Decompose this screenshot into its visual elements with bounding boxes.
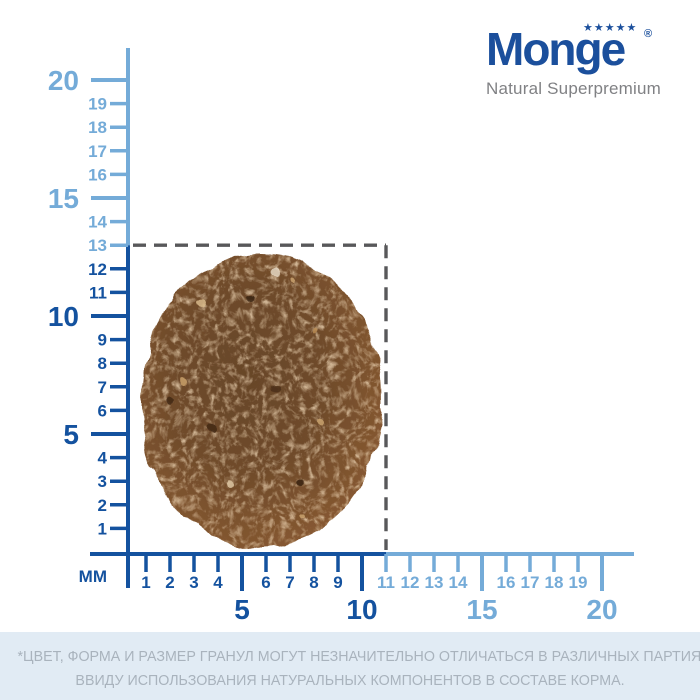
y-tick-label: 12 <box>88 260 107 279</box>
y-tick-label: 18 <box>88 118 107 137</box>
x-tick-label: 6 <box>261 573 270 592</box>
logo-tagline: Natural Superpremium <box>486 79 662 98</box>
y-tick-label: 17 <box>88 142 107 161</box>
x-tick-label: 12 <box>401 573 420 592</box>
logo-stars-icon: ★★★★★ <box>583 22 638 34</box>
x-tick-label: 17 <box>521 573 540 592</box>
kibble-granule <box>140 252 384 548</box>
x-tick-label: 5 <box>234 594 250 625</box>
y-tick-label: 14 <box>88 213 107 232</box>
footer-line1: *ЦВЕТ, ФОРМА И РАЗМЕР ГРАНУЛ МОГУТ НЕЗНА… <box>17 648 700 665</box>
x-tick-label: 14 <box>449 573 468 592</box>
y-tick-label: 2 <box>98 496 107 515</box>
y-tick-label: 20 <box>48 65 79 96</box>
x-tick-label: 8 <box>309 573 318 592</box>
x-tick-label: 2 <box>165 573 174 592</box>
registered-trademark-icon: ® <box>644 28 653 40</box>
logo-wordmark-row: Monge ★★★★★ ® <box>486 20 696 75</box>
y-tick-label: 11 <box>89 283 107 302</box>
x-tick-label: 1 <box>141 573 150 592</box>
x-tick-label: 7 <box>285 573 294 592</box>
y-tick-label: 1 <box>98 519 107 538</box>
kibble-photo <box>140 252 384 548</box>
x-tick-label: 15 <box>466 594 497 625</box>
x-tick-label: 20 <box>586 594 617 625</box>
x-tick-label: 9 <box>333 573 342 592</box>
y-tick-label: 4 <box>98 449 108 468</box>
y-tick-label: 3 <box>98 472 107 491</box>
axes <box>90 48 634 588</box>
footer-disclaimer: *ЦВЕТ, ФОРМА И РАЗМЕР ГРАНУЛ МОГУТ НЕЗНА… <box>0 632 700 700</box>
monge-logo: Monge ★★★★★ ® Natural Superpremium <box>486 20 696 99</box>
x-tick-label: 13 <box>425 573 444 592</box>
y-tick-label: 5 <box>63 419 79 450</box>
y-tick-label: 15 <box>48 183 79 214</box>
x-tick-label: 10 <box>346 594 377 625</box>
y-tick-label: 13 <box>88 236 107 255</box>
kibble-dimension-dashes <box>133 243 388 550</box>
x-tick-label: 19 <box>569 573 588 592</box>
y-tick-label: 9 <box>98 331 107 350</box>
kibble-speckles <box>164 267 325 519</box>
y-tick-label: 19 <box>88 95 107 114</box>
y-tick-label: 6 <box>98 401 107 420</box>
x-tick-label: 3 <box>189 573 198 592</box>
y-tick-label: 10 <box>48 301 79 332</box>
x-tick-label: 18 <box>545 573 564 592</box>
x-tick-label: 11 <box>377 573 395 592</box>
y-tick-label: 7 <box>98 378 107 397</box>
unit-label: ММ <box>79 567 107 586</box>
x-tick-label: 16 <box>497 573 516 592</box>
footer-line2: ВВИДУ ИСПОЛЬЗОВАНИЯ НАТУРАЛЬНЫХ КОМПОНЕН… <box>75 672 625 689</box>
y-tick-label: 8 <box>98 354 107 373</box>
x-tick-label: 4 <box>213 573 223 592</box>
y-tick-label: 16 <box>88 165 107 184</box>
logo-wordmark: Monge <box>486 23 626 75</box>
